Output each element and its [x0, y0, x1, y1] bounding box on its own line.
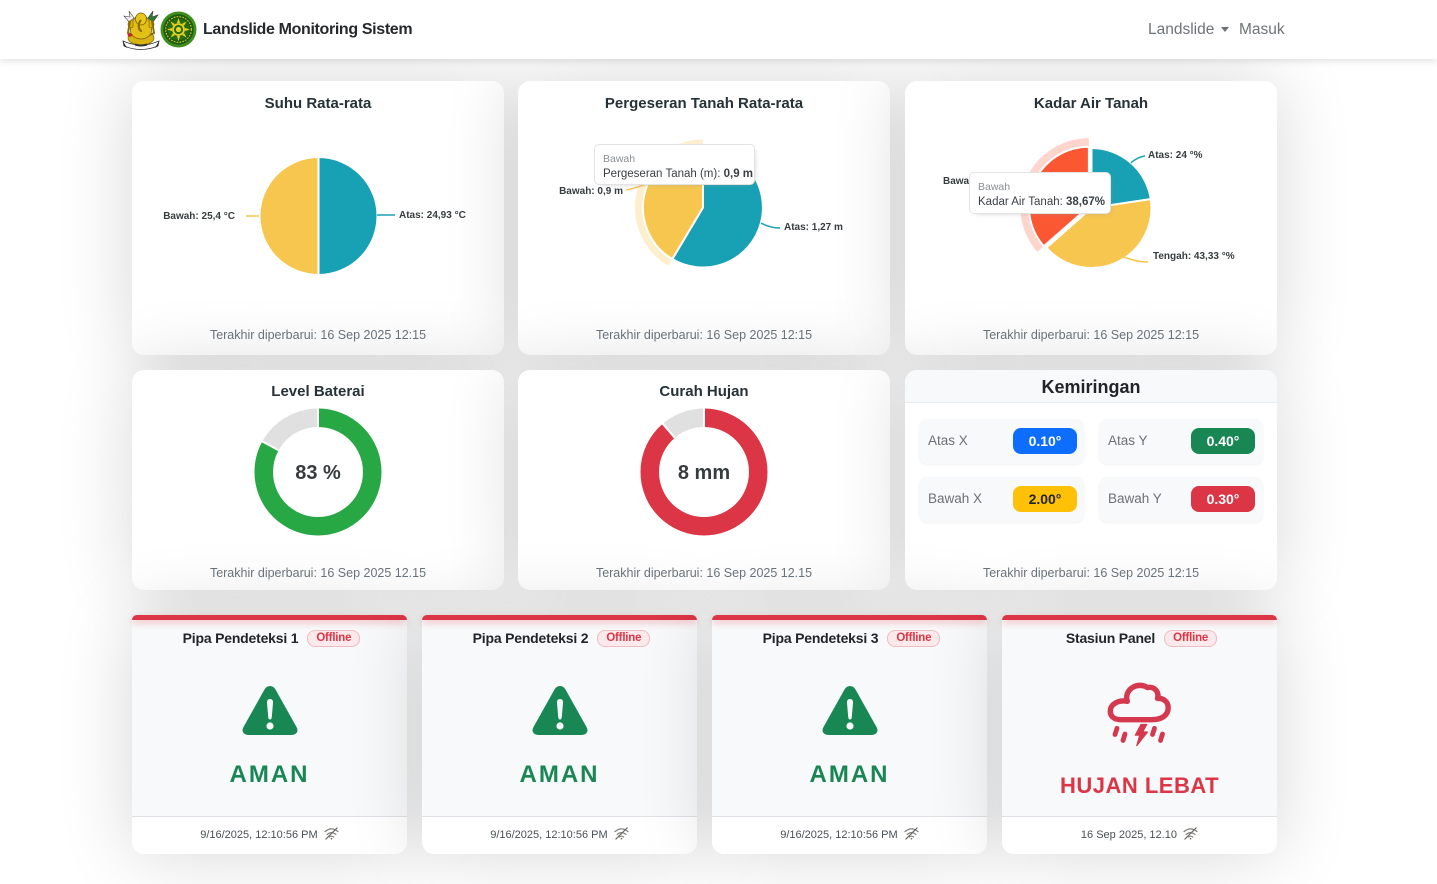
svg-text:83 %: 83 %	[295, 462, 341, 484]
svg-text:8 mm: 8 mm	[678, 462, 730, 484]
